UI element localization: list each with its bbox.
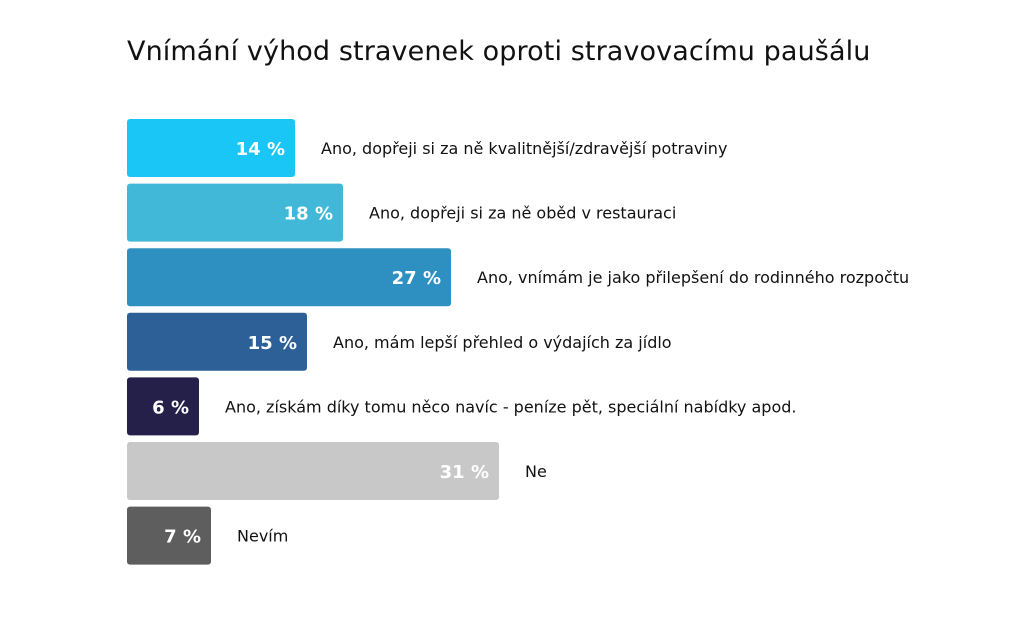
bar-group: 18 % Ano, dopřeji si za ně oběd v restaur…	[127, 183, 676, 242]
category-label: Ne	[525, 462, 547, 481]
category-label: Ano, mám lepší přehled o výdajích za jíd…	[333, 333, 672, 352]
chart-title: Vnímání výhod stravenek oproti stravovac…	[127, 36, 871, 67]
bar-value-label: 14 %	[236, 139, 285, 160]
category-label: Ano, dopřeji si za ně oběd v restauraci	[369, 204, 676, 223]
bar-group: 31 % Ne	[127, 442, 547, 500]
bar	[127, 119, 295, 177]
bar-group: 14 % Ano, dopřeji si za ně kvalitnější/zd…	[127, 119, 727, 177]
bar	[127, 183, 343, 242]
category-label: Ano, dopřeji si za ně kvalitnější/zdravě…	[321, 139, 727, 158]
bar-group: 6 % Ano, získám díky tomu něco navíc - pe…	[127, 377, 796, 436]
category-label: Ano, získám díky tomu něco navíc - peníz…	[225, 397, 796, 416]
bar	[127, 377, 199, 436]
category-label: Nevím	[237, 527, 288, 546]
bar-value-label: 6 %	[152, 397, 189, 418]
bar-value-label: 27 %	[392, 268, 441, 289]
bar	[127, 442, 499, 500]
bar	[127, 248, 451, 307]
bar-value-label: 7 %	[164, 527, 201, 548]
bar-value-label: 18 %	[284, 204, 333, 225]
bar-value-label: 15 %	[248, 333, 297, 354]
bar-group: 27 % Ano, vnímám je jako přilepšení do ro…	[127, 248, 909, 307]
bar-group: 15 % Ano, mám lepší přehled o výdajích za…	[127, 312, 672, 371]
bar	[127, 312, 307, 371]
bar-group: 7 % Nevím	[127, 506, 288, 565]
bars-layer: 14 % Ano, dopřeji si za ně kvalitnější/zd…	[127, 119, 909, 565]
category-label: Ano, vnímám je jako přilepšení do rodinn…	[477, 268, 909, 287]
bar-value-label: 31 %	[440, 462, 489, 483]
bar	[127, 506, 211, 565]
